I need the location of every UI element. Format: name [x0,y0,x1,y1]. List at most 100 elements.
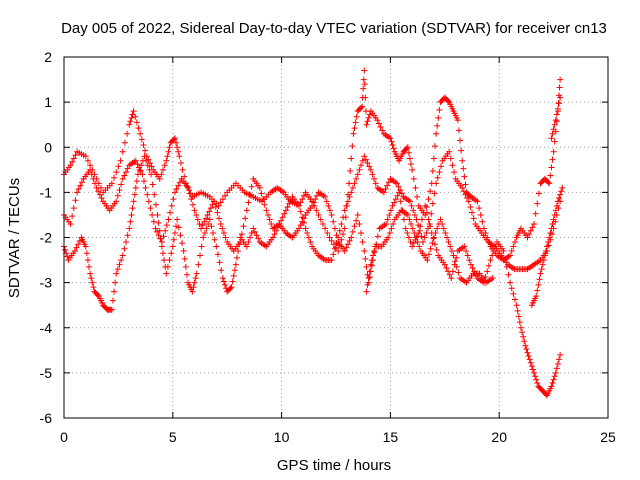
data-point [261,201,268,208]
data-point [164,153,171,160]
data-point [434,122,441,129]
data-point [466,257,473,264]
data-point [414,193,421,200]
data-point [352,119,359,126]
data-point [266,216,273,223]
data-point [112,279,119,286]
data-point [395,183,402,190]
data-point [82,243,89,250]
data-point [230,272,237,279]
data-point [465,198,472,205]
data-point [121,245,128,252]
data-point [556,356,563,363]
data-point [358,104,365,111]
data-point [375,120,382,127]
data-point [88,171,95,178]
data-point [245,199,252,206]
data-point [197,252,203,259]
data-point [410,207,417,214]
data-point [383,220,390,227]
data-point [448,275,455,282]
data-point [83,250,90,257]
data-point [190,284,197,291]
data-point [243,207,250,214]
data-point [484,268,491,275]
data-point [333,232,340,239]
data-point [340,214,347,221]
data-point [217,199,224,206]
data-point [168,202,175,209]
data-point [160,166,167,173]
data-point [467,204,474,211]
data-point [413,216,420,223]
data-point [372,180,379,187]
data-point [171,229,178,236]
data-point [319,220,326,227]
data-point [539,261,546,268]
data-point [150,218,157,225]
data-point [523,346,530,353]
data-point [353,217,360,224]
data-point [412,184,419,191]
data-point [436,169,443,176]
data-point [195,261,202,268]
data-point [457,137,464,144]
data-point [141,153,148,160]
data-point [525,352,532,359]
data-point [406,198,413,205]
data-point [513,302,520,309]
data-point [432,229,439,236]
data-point [90,284,97,291]
data-point [75,241,82,248]
data-point [467,261,474,268]
data-point [215,202,222,209]
data-point [417,223,424,230]
data-point [365,114,372,121]
y-tick-label: -1 [40,184,53,200]
data-point [537,270,544,277]
data-point [433,130,440,137]
data-point [522,342,529,349]
data-point [156,227,163,234]
data-point [535,281,542,288]
data-point [118,257,125,264]
data-point [519,329,526,336]
data-point [109,297,116,304]
data-point [167,209,174,216]
data-point [253,232,260,239]
data-point [94,292,101,299]
data-point [443,234,450,241]
data-point [69,213,76,220]
data-point [341,207,348,214]
data-point [556,195,563,202]
data-point [348,155,355,162]
data-point [62,246,69,253]
x-tick-label: 15 [383,429,399,445]
data-point [403,145,410,152]
data-point [111,288,118,295]
data-point [414,239,421,246]
data-point [128,114,135,121]
data-point [450,252,457,259]
data-point [461,243,468,250]
data-point [505,271,512,278]
data-point [553,111,560,118]
data-point [118,181,125,188]
data-point [557,76,564,83]
data-point [432,143,439,150]
data-point [430,234,437,241]
data-point [447,155,454,162]
data-point [434,174,441,181]
x-tick-label: 0 [60,429,68,445]
data-point [212,204,219,211]
data-point [533,376,540,383]
data-point [196,220,203,227]
data-point [284,204,291,211]
data-point [531,369,538,376]
data-point [148,163,155,170]
data-point [247,191,254,198]
data-point [184,183,191,190]
data-point [451,169,458,176]
data-point [137,167,144,174]
